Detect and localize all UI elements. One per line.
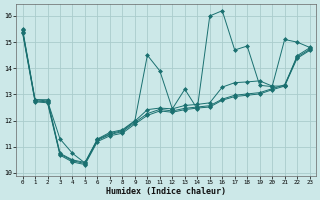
X-axis label: Humidex (Indice chaleur): Humidex (Indice chaleur) [106, 187, 226, 196]
